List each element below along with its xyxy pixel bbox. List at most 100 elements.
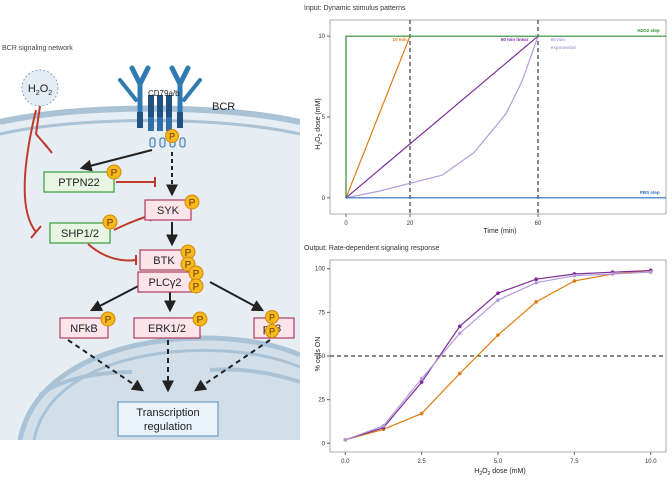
svg-text:PLCγ2: PLCγ2 [148, 277, 181, 289]
svg-text:P: P [197, 315, 204, 326]
series-label: 60 min [551, 37, 566, 42]
nuclear-pore-left [38, 370, 133, 397]
svg-text:P: P [269, 313, 275, 323]
shp-node: SHP1/2 P [49, 214, 118, 244]
series-point [419, 380, 424, 384]
chart1-ticks: 0 20 60 0 5 10 [318, 34, 542, 227]
svg-text:BTK: BTK [153, 255, 175, 267]
y-tick-label: 75 [318, 310, 325, 316]
chart1-title: Input: Dynamic stimulus patterns [304, 5, 406, 12]
svg-text:P: P [185, 248, 192, 259]
series-line-2 [345, 35, 539, 199]
y-tick-label: 100 [315, 267, 326, 273]
chart1-series [345, 20, 666, 214]
series-point [419, 411, 424, 416]
chart2-ticks: 0.0 2.5 5.0 7.5 10.0 0 25 50 75 100 [315, 267, 657, 465]
svg-text:P: P [269, 327, 275, 337]
series-point [496, 291, 500, 295]
bcr-diagram-panel: BCR signaling network H2O2 CD79a/b BCR P [0, 0, 301, 480]
series-label: PBS step [640, 190, 660, 195]
chart2-series [330, 268, 666, 442]
series-line-3 [345, 35, 666, 198]
chart1-ylabel: H2O2 dose (mM) [315, 98, 324, 149]
series-point [534, 280, 538, 285]
chart2-ylabel: % cells ON [315, 337, 322, 372]
chart1-xlabel: Time (min) [483, 228, 516, 235]
svg-text:regulation: regulation [144, 421, 192, 433]
x-tick-label: 60 [535, 221, 542, 227]
series-line-1 [345, 35, 539, 199]
series-point [458, 331, 462, 336]
charts-panel: Input: Dynamic stimulus patterns 10 min 6… [300, 0, 672, 480]
chart2-xlabel: H2O2 dose (mM) [474, 468, 525, 477]
input-stimulus-chart: Input: Dynamic stimulus patterns 10 min 6… [304, 5, 667, 235]
svg-text:P: P [111, 168, 118, 179]
activation-arrows [67, 149, 271, 393]
transcription-node: Transcription regulation [117, 401, 219, 437]
x-tick-label: 20 [407, 221, 414, 227]
erk-node: ERK1/2 P [133, 311, 208, 339]
output-response-chart: Output: Rate-dependent signaling respons… [304, 245, 667, 477]
series-line-0 [345, 35, 411, 199]
svg-text:P: P [189, 198, 196, 209]
syk-node: SYK P [144, 194, 200, 221]
nucleus-membrane-inner [32, 348, 301, 441]
x-tick-label: 7.5 [570, 459, 579, 465]
chart1-frame [329, 19, 667, 215]
series-point [458, 371, 462, 376]
svg-text:ERK1/2: ERK1/2 [148, 323, 186, 335]
series-label: exponential [551, 45, 576, 50]
y-tick-label: 50 [318, 354, 325, 360]
series-point [572, 279, 577, 283]
h2o2-label: H2O2 [28, 83, 52, 97]
chart2-title: Output: Rate-dependent signaling respons… [304, 245, 440, 252]
bottom-bar [0, 440, 300, 480]
y-tick-label: 10 [318, 34, 325, 40]
series-label: H2O2 step [637, 28, 660, 33]
nucleus [20, 338, 300, 440]
series-label: 60 min linear [501, 37, 529, 42]
bcr-phospho: P [165, 129, 179, 143]
bcr-receptor [118, 65, 202, 148]
plcg2-node: PLCγ2 P P [137, 265, 204, 294]
svg-text:P: P [169, 132, 175, 142]
svg-text:SYK: SYK [157, 205, 180, 217]
svg-text:Transcription: Transcription [136, 407, 199, 419]
series-point [572, 273, 577, 278]
series-point [534, 300, 538, 304]
svg-text:SHP1/2: SHP1/2 [61, 228, 99, 240]
plot-area [329, 19, 667, 215]
svg-text:P: P [193, 282, 200, 293]
svg-text:PTPN22: PTPN22 [58, 177, 100, 189]
y-tick-label: 0 [322, 441, 326, 447]
svg-text:NFkB: NFkB [70, 323, 98, 335]
inhibition-lines [23, 105, 156, 265]
svg-text:P: P [185, 260, 192, 271]
svg-text:P: P [105, 315, 112, 326]
series-point [496, 333, 500, 337]
series-point [343, 437, 348, 442]
x-tick-label: 2.5 [417, 459, 426, 465]
series-label: 10 min [393, 37, 408, 42]
series-point [648, 270, 653, 275]
x-tick-label: 10.0 [645, 459, 657, 465]
ptpn22-node: PTPN22 P [43, 164, 122, 193]
diagram-title: BCR signaling network [2, 45, 73, 52]
bcr-diagram: BCR signaling network H2O2 CD79a/b BCR P [0, 45, 301, 480]
series-point [496, 298, 500, 302]
x-tick-label: 5.0 [494, 459, 503, 465]
nuclear-pore-right [209, 367, 301, 384]
series-point [381, 424, 386, 428]
y-tick-label: 5 [322, 115, 326, 121]
x-tick-label: 0.0 [341, 459, 350, 465]
svg-text:P: P [193, 269, 200, 280]
bcr-label: BCR [212, 101, 235, 113]
x-tick-label: 0 [344, 221, 348, 227]
chart1-series-labels: 10 min 60 min linear 60 min exponential H2O2… [393, 28, 660, 195]
series-point [458, 324, 462, 329]
cd79-label: CD79a/b [148, 89, 180, 98]
series-point [534, 277, 538, 281]
p38-node: p38 P P [253, 310, 295, 339]
y-tick-label: 25 [318, 398, 325, 404]
nucleus-membrane-outer [17, 335, 301, 441]
